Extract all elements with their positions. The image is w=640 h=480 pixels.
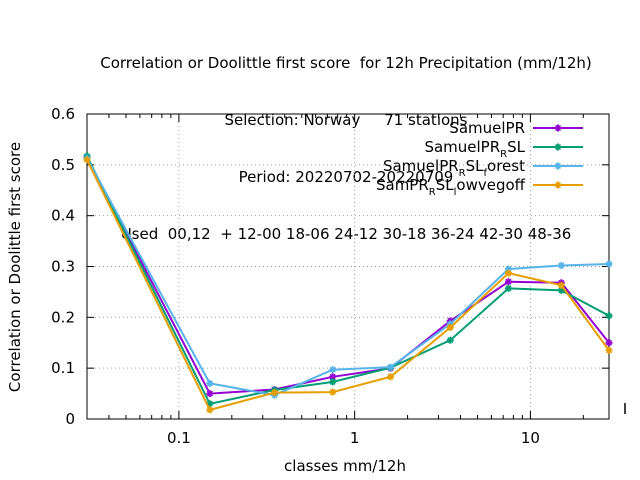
series-3-point-3: [329, 388, 337, 396]
series-2-point-3: [329, 366, 337, 374]
series-1-point-8: [605, 312, 613, 320]
series-0-point-1: [206, 390, 214, 398]
legend-label-1: SamuelPRRSL: [424, 138, 525, 160]
x-axis-title: classes mm/12h: [284, 457, 406, 475]
legend-item-3: SamPRRSLlowvegoff: [376, 176, 583, 198]
y-tick-label-6: 0.6: [51, 105, 75, 123]
chart-title: Correlation or Doolittle first score for…: [0, 16, 640, 263]
x-tick-label-0: 0.1: [167, 429, 191, 447]
series-line-3: [86, 159, 610, 412]
series-3-point-6: [504, 269, 512, 277]
series-3-point-0: [83, 156, 91, 164]
series-3-point-4: [387, 373, 395, 381]
legend-item-2: SamuelPRRSLforest: [383, 157, 583, 179]
y-tick-label-2: 0.2: [51, 308, 75, 326]
series-0-point-8: [605, 339, 613, 347]
x-tick-label-2: 10: [521, 429, 540, 447]
y-tick-label-0: 0: [65, 410, 75, 428]
y-tick-label-3: 0.3: [51, 258, 75, 276]
series-1-point-5: [446, 336, 454, 344]
series-2-point-1: [206, 379, 214, 387]
legend: SamuelPRSamuelPRRSLSamuelPRRSLforestSamP…: [376, 119, 583, 198]
y-tick-label-4: 0.4: [51, 207, 75, 225]
legend-label-3: SamPRRSLlowvegoff: [376, 176, 526, 198]
series-3-point-5: [446, 324, 454, 331]
series-3-point-2: [271, 389, 279, 397]
series-line-2: [86, 157, 610, 397]
x-tick-label-1: 1: [350, 429, 360, 447]
legend-item-0: SamuelPR: [449, 119, 583, 137]
y-axis-title: Correlation or Doolittle first score: [6, 142, 24, 392]
axes: 0 0.1 0.2 0.3 0.4 0.5 0.6 0.1 1 10: [51, 105, 626, 447]
series-3-point-1: [206, 406, 214, 414]
series-1-point-6: [504, 284, 512, 292]
y-tick-label-1: 0.1: [51, 359, 75, 377]
series-2-point-8: [605, 260, 613, 268]
y-tick-label-5: 0.5: [51, 156, 75, 174]
grid: [87, 114, 609, 419]
title-line-1: Correlation or Doolittle first score for…: [100, 54, 592, 72]
series-1-point-3: [329, 378, 337, 386]
series-3-point-7: [557, 281, 565, 289]
series-2-point-4: [387, 363, 395, 371]
series-3-point-8: [605, 346, 613, 354]
legend-label-2: SamuelPRRSLforest: [383, 157, 525, 179]
title-line-3: Period: 20220702-20220709: [238, 168, 454, 186]
legend-label-0: SamuelPR: [449, 119, 525, 137]
series-0-point-6: [504, 278, 512, 286]
series-2-point-7: [557, 261, 565, 269]
legend-item-1: SamuelPRRSL: [424, 138, 583, 160]
series-lines: [83, 152, 613, 414]
